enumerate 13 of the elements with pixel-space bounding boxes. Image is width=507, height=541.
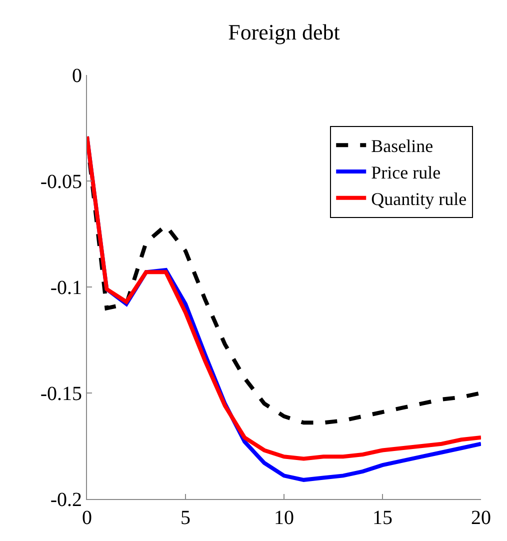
- y-tick-label: 0: [72, 65, 82, 87]
- x-tick-label: 10: [274, 507, 294, 529]
- x-tick-label: 15: [372, 507, 392, 529]
- legend-label: Price rule: [371, 162, 441, 182]
- legend-label: Baseline: [371, 136, 434, 156]
- x-tick-label: 5: [180, 507, 190, 529]
- chart-title: Foreign debt: [228, 20, 340, 45]
- y-tick-label: -0.2: [50, 489, 82, 511]
- legend-label: Quantity rule: [371, 188, 467, 209]
- y-tick-label: -0.05: [40, 171, 82, 193]
- y-tick-label: -0.1: [50, 277, 82, 299]
- y-tick-label: -0.15: [40, 383, 82, 405]
- x-tick-label: 20: [471, 507, 491, 529]
